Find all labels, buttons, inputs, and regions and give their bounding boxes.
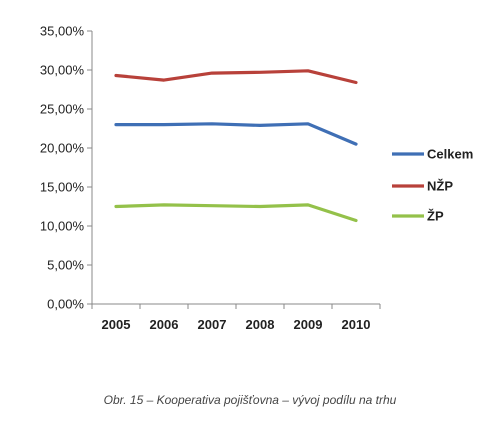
legend-label: Celkem <box>427 147 473 162</box>
y-tick-label: 35,00% <box>40 24 85 39</box>
legend-label: ŽP <box>427 209 444 224</box>
x-tick-label: 2008 <box>246 317 275 332</box>
x-tick-label: 2010 <box>342 317 371 332</box>
series-line-žp <box>114 203 358 223</box>
legend: Celkem NŽP ŽP <box>392 147 473 224</box>
y-tick-label: 0,00% <box>47 297 84 312</box>
x-tick-label: 2006 <box>150 317 179 332</box>
series-line-nžp <box>114 69 358 85</box>
y-tick-label: 10,00% <box>40 219 85 234</box>
y-tick-label: 15,00% <box>40 180 85 195</box>
y-tick-label: 30,00% <box>40 63 85 78</box>
y-axis-ticks: 0,00% 5,00% 10,00% 15,00% 20,00% 25,00% 30,00%… <box>40 24 92 312</box>
figure-caption: Obr. 15 – Kooperativa pojišťovna – vývoj… <box>103 393 397 407</box>
y-tick-label: 20,00% <box>40 141 85 156</box>
y-tick-label: 5,00% <box>47 258 84 273</box>
x-tick-label: 2007 <box>198 317 227 332</box>
x-tick-label: 2009 <box>294 317 323 332</box>
series-lines <box>114 69 358 223</box>
legend-label: NŽP <box>427 179 453 194</box>
y-tick-label: 25,00% <box>40 102 85 117</box>
x-tick-label: 2005 <box>102 317 131 332</box>
x-axis-ticks: 2005 2006 2007 2008 2009 2010 <box>91 304 381 332</box>
series-line-celkem <box>114 122 358 146</box>
